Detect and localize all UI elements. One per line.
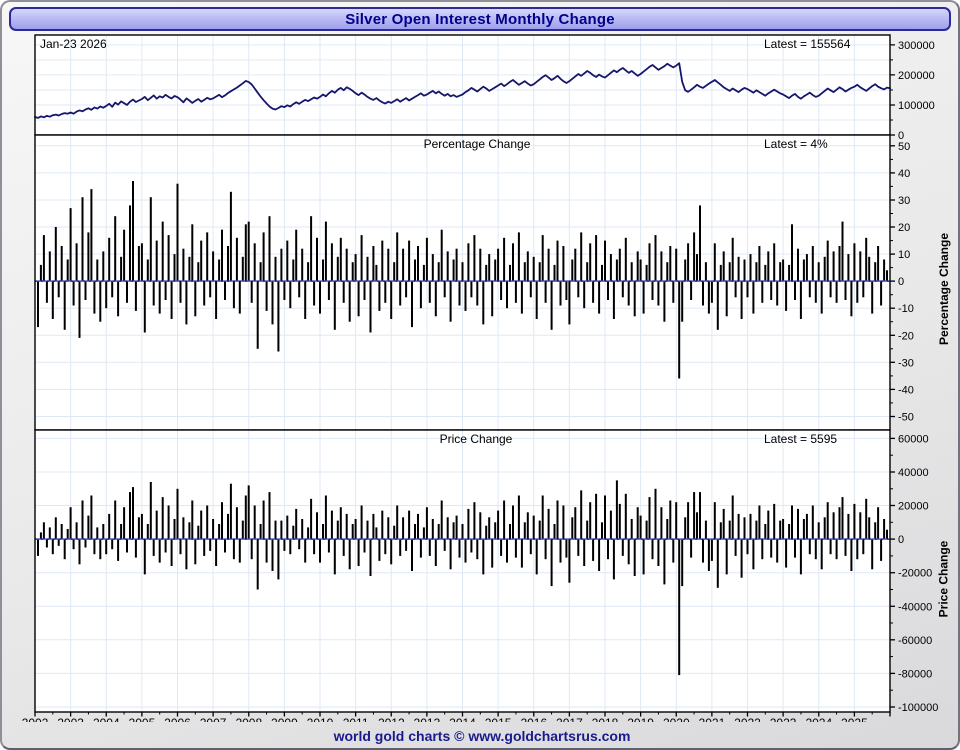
pct-axis-title: Percentage Change — [937, 232, 951, 346]
gridlines-vertical-panel0 — [70, 35, 855, 135]
svg-text:-10: -10 — [898, 303, 914, 315]
pct-panel-title: Percentage Change — [423, 137, 531, 151]
svg-text:50: 50 — [898, 141, 910, 153]
y-axis-ticks-panel0: 0 100000 200000 300000 — [890, 40, 935, 142]
footer-credit: world gold charts © www.goldchartsrus.co… — [333, 728, 631, 744]
pct-latest-label: Latest = 4% — [764, 137, 828, 151]
svg-text:2025: 2025 — [841, 716, 868, 722]
svg-text:2015: 2015 — [485, 716, 512, 722]
svg-text:2019: 2019 — [627, 716, 654, 722]
svg-text:-60000: -60000 — [898, 635, 932, 647]
svg-text:2012: 2012 — [378, 716, 405, 722]
svg-text:60000: 60000 — [898, 433, 929, 445]
svg-text:2007: 2007 — [200, 716, 227, 722]
y-axis-ticks-panel2: 60000 40000 20000 0 -20000 -40000 -60000 -80000… — [890, 433, 938, 714]
svg-text:2024: 2024 — [805, 716, 832, 722]
svg-text:2004: 2004 — [93, 716, 120, 722]
oi-latest-label: Latest = 155564 — [764, 37, 851, 51]
svg-text:2002: 2002 — [22, 716, 49, 722]
oi-line-series — [34, 62, 891, 119]
gridlines-horizontal-panel1 — [35, 145, 890, 417]
svg-text:-80000: -80000 — [898, 668, 932, 680]
price-latest-label: Latest = 5595 — [764, 432, 838, 446]
svg-text:0: 0 — [898, 276, 904, 288]
svg-text:2011: 2011 — [343, 716, 369, 722]
svg-text:-100000: -100000 — [898, 702, 938, 714]
chart-title: Silver Open Interest Monthly Change — [345, 10, 615, 28]
svg-text:-30: -30 — [898, 357, 914, 369]
chart-area: 0 100000 200000 300000 50 40 30 20 10 0 -10 -20 -30-… — [2, 32, 958, 722]
svg-text:2013: 2013 — [414, 716, 441, 722]
svg-text:2006: 2006 — [164, 716, 191, 722]
svg-text:2014: 2014 — [449, 716, 476, 722]
svg-text:2020: 2020 — [663, 716, 690, 722]
price-panel-title: Price Change — [439, 432, 513, 446]
svg-text:0: 0 — [898, 130, 904, 142]
svg-text:-20: -20 — [898, 330, 914, 342]
chart-canvas: 010000020000030000050403020100-10-20-30-… — [22, 34, 938, 722]
svg-text:-50: -50 — [898, 412, 914, 424]
gridlines-horizontal-panel2 — [35, 437, 890, 708]
svg-text:-40: -40 — [898, 384, 914, 396]
svg-text:30: 30 — [898, 195, 910, 207]
svg-text:2017: 2017 — [556, 716, 583, 722]
svg-text:40: 40 — [898, 168, 910, 180]
latest-date-label: Jan-23 2026 — [40, 37, 107, 51]
svg-text:-20000: -20000 — [898, 568, 932, 580]
price_change-bars — [37, 480, 888, 676]
svg-text:100000: 100000 — [898, 100, 935, 112]
svg-text:40000: 40000 — [898, 467, 929, 479]
svg-text:2022: 2022 — [734, 716, 761, 722]
svg-text:20: 20 — [898, 222, 910, 234]
percentage_change-bars — [37, 181, 888, 379]
svg-text:20000: 20000 — [898, 501, 929, 513]
svg-text:10: 10 — [898, 249, 910, 261]
svg-text:2016: 2016 — [520, 716, 547, 722]
svg-text:2023: 2023 — [770, 716, 797, 722]
svg-text:2018: 2018 — [592, 716, 619, 722]
svg-text:2005: 2005 — [129, 716, 156, 722]
svg-text:200000: 200000 — [898, 70, 935, 82]
price-axis-title: Price Change — [937, 540, 951, 618]
x-axis-ticks — [34, 712, 891, 717]
svg-text:0: 0 — [898, 534, 904, 546]
svg-text:-40000: -40000 — [898, 601, 932, 613]
svg-text:2009: 2009 — [271, 716, 298, 722]
svg-text:2008: 2008 — [235, 716, 262, 722]
y-axis-ticks-panel1: 50 40 30 20 10 0 -10 -20 -30 -40 -50 — [890, 141, 914, 424]
svg-text:300000: 300000 — [898, 40, 935, 52]
svg-text:2003: 2003 — [57, 716, 84, 722]
title-bar: Silver Open Interest Monthly Change — [9, 7, 951, 31]
svg-text:2021: 2021 — [699, 716, 726, 722]
